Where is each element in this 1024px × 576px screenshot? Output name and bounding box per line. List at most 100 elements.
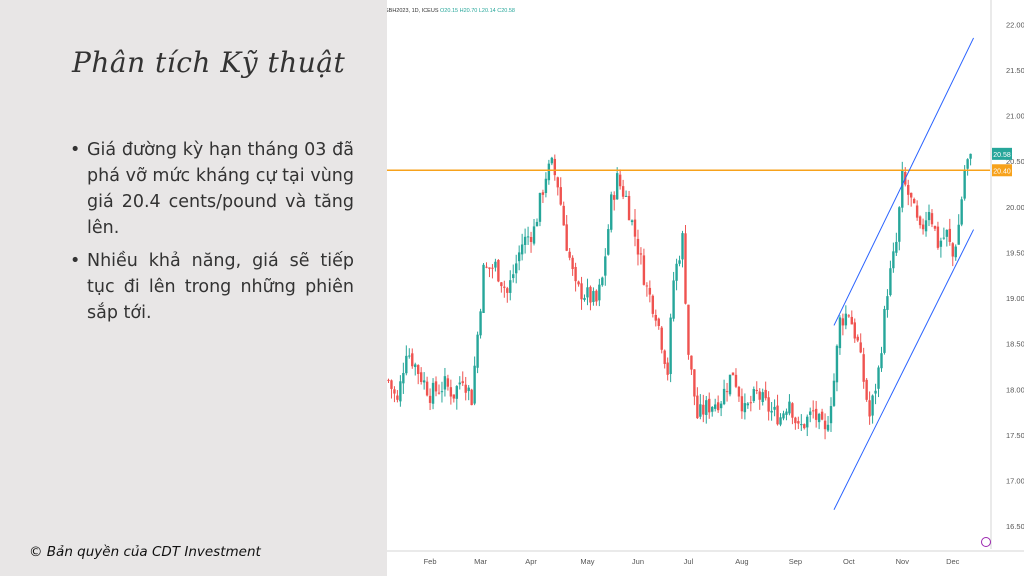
header-close: C20.58 xyxy=(497,8,515,14)
candle-body xyxy=(419,372,423,382)
candle-body xyxy=(461,381,464,384)
candle-body xyxy=(746,403,750,406)
candle-body xyxy=(912,198,916,204)
candle-body xyxy=(927,211,931,221)
candle-body xyxy=(666,362,669,375)
candle-body xyxy=(865,379,868,400)
bullet-item: Nhiều khả năng, giá sẽ tiếp tục đi lên t… xyxy=(68,248,354,326)
candle-body xyxy=(512,274,515,279)
candle-body xyxy=(678,260,681,264)
candle-body xyxy=(592,291,595,303)
bullet-list: Giá đường kỳ hạn tháng 03 đã phá vỡ mức … xyxy=(68,137,354,333)
candle-body xyxy=(829,406,833,424)
candle-body xyxy=(933,225,937,229)
candle-body xyxy=(788,401,791,414)
candle-body xyxy=(877,367,880,389)
candle-body xyxy=(803,424,806,429)
candle-body xyxy=(574,266,577,282)
candle-body xyxy=(740,396,744,412)
candle-body xyxy=(630,220,634,223)
candle-body xyxy=(826,424,830,431)
price-chart[interactable]: 22.00 21.50 21.00 20.50 20.00 19.50 19.00 18.50… xyxy=(387,0,1024,576)
candle-body xyxy=(901,170,904,208)
x-tick-label: Feb xyxy=(424,557,437,566)
candle-body xyxy=(425,381,429,396)
candle-body xyxy=(654,314,657,321)
candle-body xyxy=(411,353,414,367)
candle-body xyxy=(458,382,461,385)
candle-body xyxy=(868,400,871,417)
candle-body xyxy=(820,411,824,420)
candle-body xyxy=(939,240,943,247)
candle-body xyxy=(773,406,776,410)
candle-body xyxy=(657,318,660,326)
candle-body xyxy=(835,345,839,383)
candle-body xyxy=(785,411,788,415)
y-tick-label: 17.50 xyxy=(1006,431,1024,440)
candle-body xyxy=(696,395,699,419)
candle-body xyxy=(743,403,747,413)
candle-body xyxy=(930,213,934,225)
y-tick-label: 19.50 xyxy=(1006,248,1024,257)
chart-area[interactable]: 22.00 21.50 21.00 20.50 20.00 19.50 19.00 18.50… xyxy=(387,0,1024,576)
candle-body xyxy=(907,184,910,195)
candle-body xyxy=(583,297,586,300)
candle-body xyxy=(898,207,901,242)
candle-body xyxy=(892,251,895,269)
candle-body xyxy=(520,244,524,255)
candle-body xyxy=(577,281,580,285)
candle-body xyxy=(604,256,607,276)
candle-body xyxy=(506,288,509,293)
candle-body xyxy=(621,186,625,197)
candle-body xyxy=(728,374,732,395)
candle-body xyxy=(455,386,459,399)
candle-body xyxy=(636,238,640,255)
candle-body xyxy=(921,224,925,230)
candle-body xyxy=(660,327,663,350)
candle-body xyxy=(387,379,390,381)
candle-body xyxy=(390,380,393,389)
x-tick-label: Oct xyxy=(843,557,856,566)
candle-body xyxy=(672,280,675,319)
candle-body xyxy=(565,224,568,251)
candle-body xyxy=(393,389,396,394)
candle-body xyxy=(758,391,761,400)
candle-body xyxy=(918,216,922,226)
bullet-item: Giá đường kỳ hạn tháng 03 đã phá vỡ mức … xyxy=(68,137,354,241)
candle-body xyxy=(535,221,539,227)
candle-body xyxy=(538,192,542,222)
candle-body xyxy=(705,400,708,415)
x-tick-label: Jul xyxy=(684,557,694,566)
candle-body xyxy=(476,334,479,368)
candle-body xyxy=(399,381,402,402)
candle-body xyxy=(571,257,574,270)
candle-body xyxy=(945,229,949,237)
y-tick-label: 16.50 xyxy=(1006,522,1024,531)
candle-body xyxy=(473,365,476,404)
candle-body xyxy=(613,195,616,200)
candle-body xyxy=(960,199,963,225)
candle-body xyxy=(779,417,782,425)
candle-body xyxy=(437,392,441,394)
header-low: L20.14 xyxy=(479,8,497,14)
candle-body xyxy=(497,259,500,282)
candle-body xyxy=(862,354,865,382)
x-tick-label: May xyxy=(580,557,594,566)
candle-body xyxy=(711,407,714,412)
candle-body xyxy=(957,224,960,245)
candle-body xyxy=(963,170,966,199)
candle-body xyxy=(550,157,554,164)
candle-body xyxy=(731,372,735,376)
candle-body xyxy=(610,194,613,230)
candle-body xyxy=(767,397,770,412)
candle-body xyxy=(716,402,720,411)
candle-body xyxy=(936,226,940,248)
candle-body xyxy=(624,195,628,197)
candle-body xyxy=(642,255,646,285)
candle-body xyxy=(491,267,494,269)
candle-body xyxy=(749,402,753,404)
candle-body xyxy=(966,159,969,169)
candle-body xyxy=(416,365,420,375)
candle-body xyxy=(556,177,559,188)
candle-body xyxy=(464,384,467,393)
